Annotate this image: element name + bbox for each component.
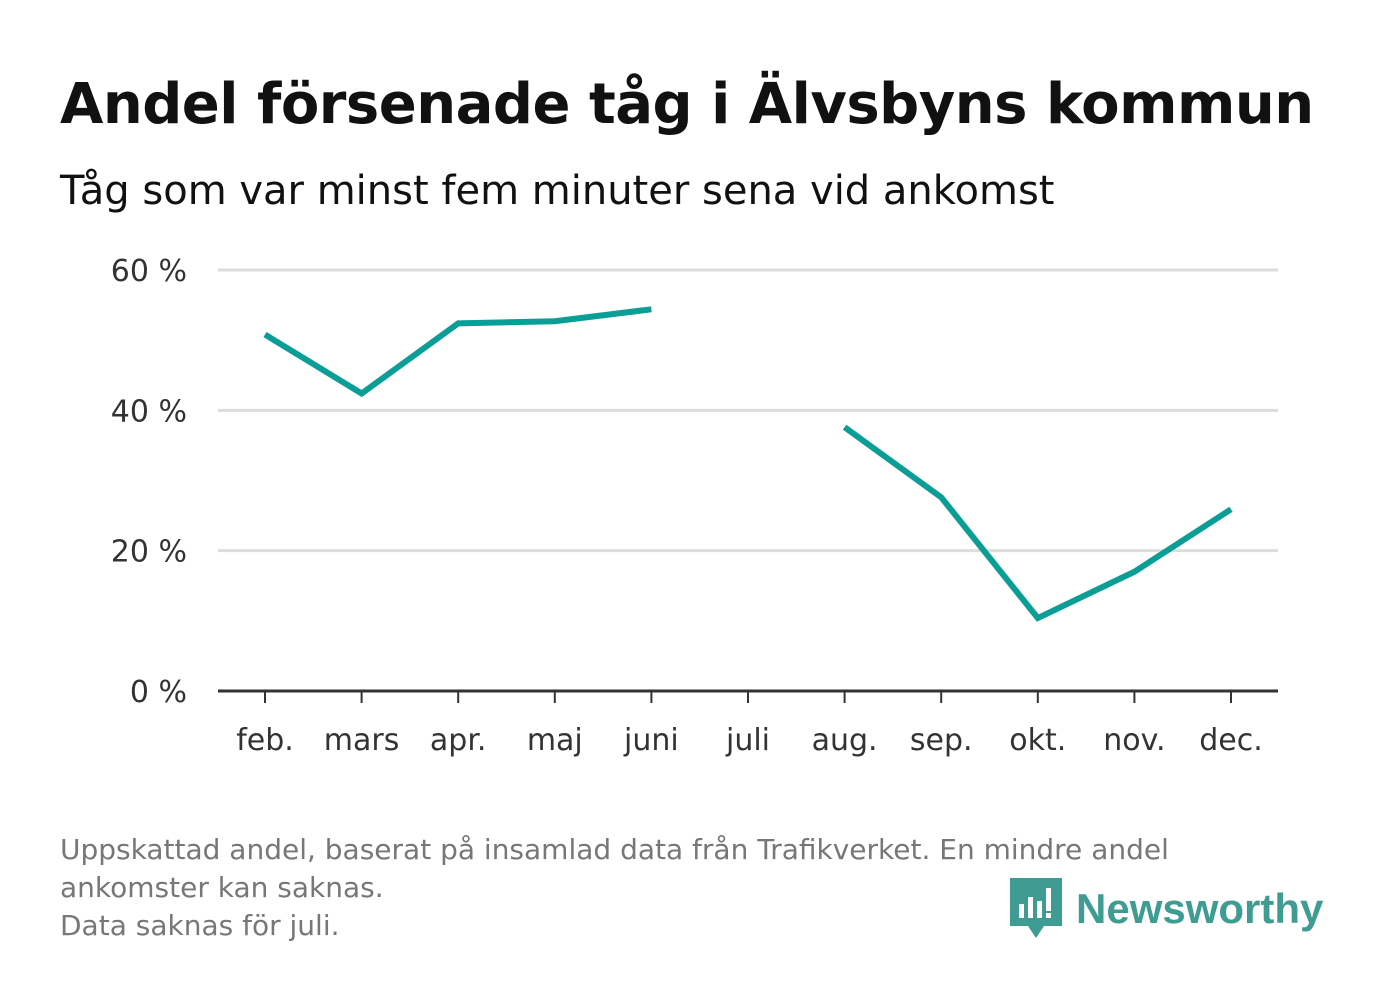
brand-logo: Newsworthy bbox=[1010, 878, 1323, 940]
x-axis-labels: feb. mars apr. maj juni juli aug. sep. okt. nov. d… bbox=[236, 723, 1263, 758]
chart-subtitle: Tåg som var minst fem minuter sena vid a… bbox=[60, 168, 1055, 214]
y-axis-labels: 0 % 20 % 40 % 60 % bbox=[111, 254, 187, 710]
x-tick-label: juni bbox=[623, 723, 679, 758]
x-tick-label: mars bbox=[324, 723, 400, 758]
x-tick-label: apr. bbox=[430, 723, 487, 758]
footnote-line-2: ankomster kan saknas. bbox=[60, 871, 384, 904]
x-tick-label: feb. bbox=[236, 723, 294, 758]
footnote: Uppskattad andel, baserat på insamlad da… bbox=[60, 831, 1169, 945]
x-tick-label: okt. bbox=[1009, 723, 1066, 758]
chart-title: Andel försenade tåg i Älvsbyns kommun bbox=[60, 72, 1314, 137]
y-tick-label: 20 % bbox=[111, 535, 187, 570]
x-tick-label: maj bbox=[527, 723, 583, 758]
footnote-line-1: Uppskattad andel, baserat på insamlad da… bbox=[60, 833, 1169, 866]
gridlines bbox=[218, 268, 1278, 553]
series-line-segment bbox=[263, 306, 652, 398]
x-tick-label: aug. bbox=[812, 723, 878, 758]
x-tick-label: juli bbox=[725, 723, 770, 758]
x-tick-label: dec. bbox=[1199, 723, 1263, 758]
brand-name: Newsworthy bbox=[1076, 885, 1324, 932]
x-tick-label: nov. bbox=[1103, 723, 1165, 758]
series-line-segment bbox=[842, 424, 1233, 622]
y-tick-label: 0 % bbox=[130, 675, 187, 710]
footnote-line-3: Data saknas för juli. bbox=[60, 909, 340, 942]
newsworthy-logo-icon bbox=[1010, 878, 1062, 938]
y-tick-label: 40 % bbox=[111, 394, 187, 429]
series-lines bbox=[263, 306, 1233, 622]
x-tick-label: sep. bbox=[910, 723, 973, 758]
x-axis bbox=[218, 689, 1278, 703]
y-tick-label: 60 % bbox=[111, 254, 187, 289]
